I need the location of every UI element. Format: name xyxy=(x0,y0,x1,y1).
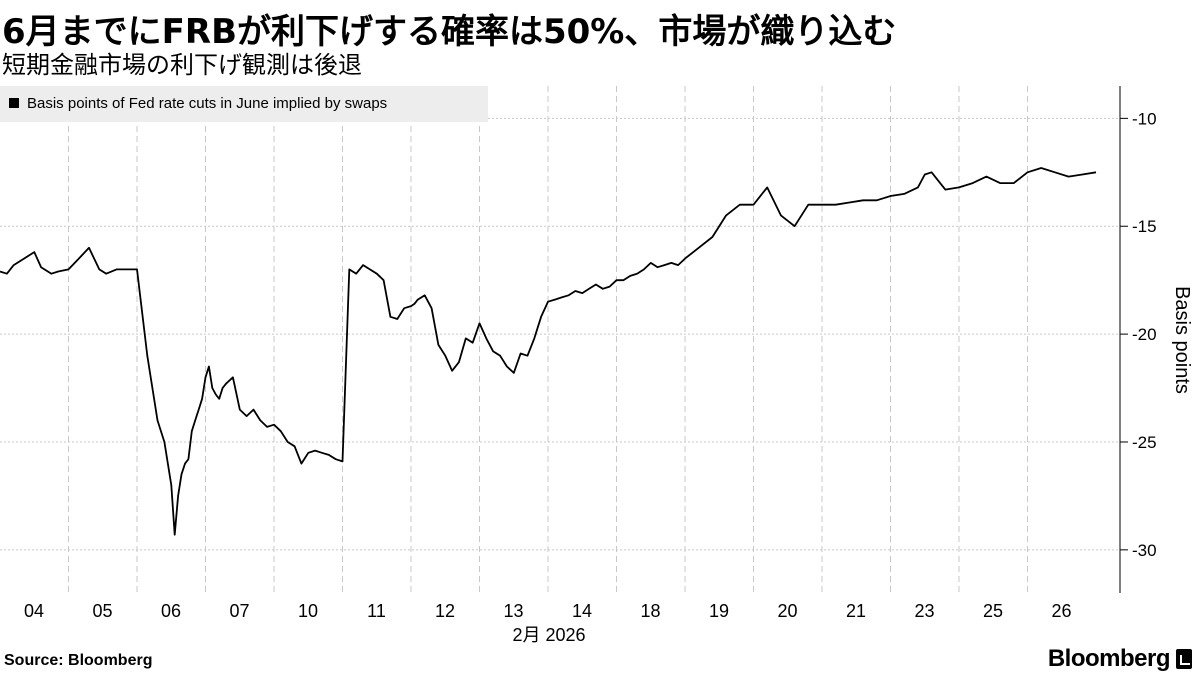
x-tick-label: 07 xyxy=(229,601,249,621)
x-tick-label: 12 xyxy=(435,601,455,621)
page-subtitle: 短期金融市場の利下げ観測は後退 xyxy=(2,51,362,79)
x-axis-ticks: 04 05 06 07 10 11 12 13 14 18 19 20 21 23 25 26 xyxy=(24,601,1072,621)
series-layer xyxy=(0,167,1097,536)
x-tick-label: 23 xyxy=(914,601,934,621)
series-line xyxy=(0,167,1097,536)
x-tick-label: 20 xyxy=(777,601,797,621)
logo-text: Bloomberg xyxy=(1047,645,1171,672)
x-tick-label: 11 xyxy=(367,601,386,621)
bloomberg-logo: Bloomberg xyxy=(1048,645,1192,673)
legend-swatch xyxy=(9,98,19,108)
y-tick-label: -15 xyxy=(1132,217,1157,236)
x-tick-label: 26 xyxy=(1051,601,1071,621)
y-axis-label: Basis points xyxy=(1171,286,1193,394)
x-tick-label: 13 xyxy=(503,601,523,621)
x-tick-label: 25 xyxy=(983,601,1003,621)
x-tick-label: 10 xyxy=(298,601,318,621)
x-tick-label: 18 xyxy=(640,601,660,621)
x-axis-month-label: 2月 2026 xyxy=(512,625,585,645)
source-note: Source: Bloomberg xyxy=(4,652,153,669)
y-tick-label: -25 xyxy=(1132,433,1157,452)
terminal-icon xyxy=(1176,649,1192,669)
y-tick-label: -20 xyxy=(1132,325,1157,344)
legend-box xyxy=(0,86,488,122)
y-tick-label: -10 xyxy=(1132,109,1157,128)
x-tick-label: 21 xyxy=(846,601,866,621)
page-title: 6月までにFRBが利下げする確率は50%、市場が織り込む xyxy=(2,12,897,52)
x-tick-label: 05 xyxy=(92,601,112,621)
grid-lines xyxy=(0,86,1120,593)
x-tick-label: 14 xyxy=(572,601,592,621)
y-tick-label: -30 xyxy=(1132,541,1157,560)
y-axis-ticks: -10 -15 -20 -25 -30 xyxy=(1120,109,1157,560)
x-tick-label: 19 xyxy=(709,601,729,621)
x-tick-label: 04 xyxy=(24,601,44,621)
x-tick-label: 06 xyxy=(161,601,181,621)
legend-entry: Basis points of Fed rate cuts in June im… xyxy=(27,95,387,112)
